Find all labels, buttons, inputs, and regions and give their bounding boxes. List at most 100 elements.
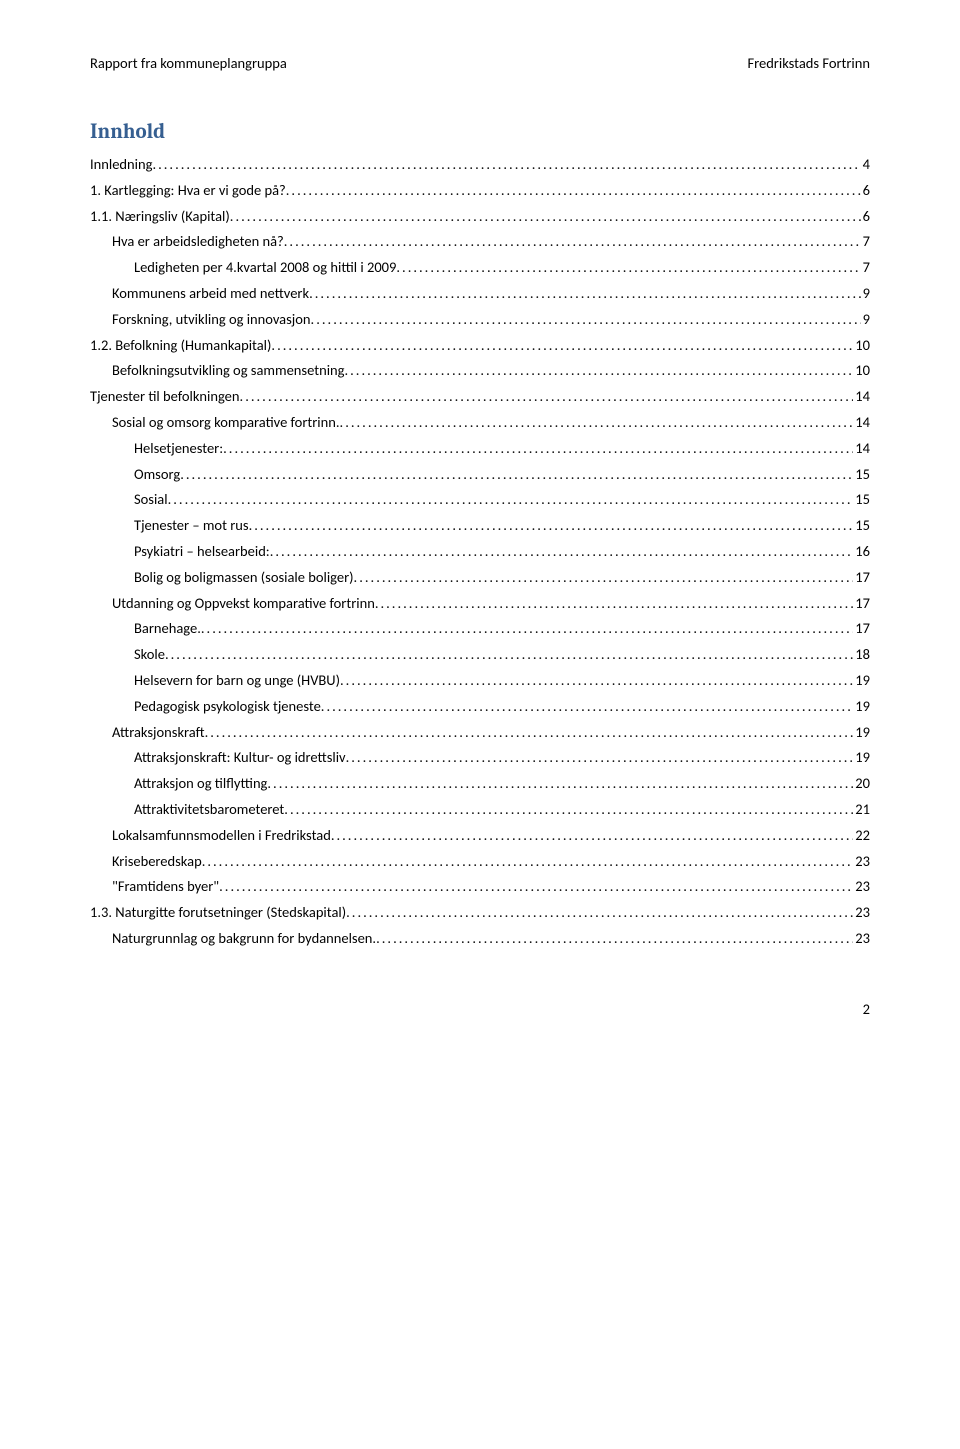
toc-entry-label: Barnehage. <box>134 616 201 642</box>
toc-leader-dots <box>331 823 853 849</box>
toc-entry-label: Utdanning og Oppvekst komparative fortri… <box>112 591 375 617</box>
toc-entry-page: 6 <box>861 204 870 230</box>
toc-entry-label: Ledigheten per 4.kvartal 2008 og hittil … <box>134 255 396 281</box>
toc-entry-page: 7 <box>861 229 870 255</box>
toc-leader-dots <box>168 487 854 513</box>
toc-entry-page: 17 <box>853 616 870 642</box>
toc-entry-page: 20 <box>853 771 870 797</box>
toc-entry-page: 17 <box>853 591 870 617</box>
toc-entry-page: 15 <box>853 513 870 539</box>
toc-entry-page: 14 <box>853 436 870 462</box>
toc-entry-label: "Framtidens byer" <box>112 874 219 900</box>
toc-entry: Pedagogisk psykologisk tjeneste 19 <box>90 694 870 720</box>
toc-leader-dots <box>309 281 861 307</box>
toc-entry-page: 4 <box>861 152 870 178</box>
toc-entry-label: Sosial og omsorg komparative fortrinn. <box>112 410 340 436</box>
toc-entry: Tjenester til befolkningen14 <box>90 384 870 410</box>
toc-leader-dots <box>346 745 854 771</box>
toc-leader-dots <box>271 333 853 359</box>
toc-title: Innhold <box>90 120 870 144</box>
toc-entry: Lokalsamfunnsmodellen i Fredrikstad 22 <box>90 823 870 849</box>
toc-entry-label: Psykiatri – helsearbeid: <box>134 539 270 565</box>
toc-entry: Utdanning og Oppvekst komparative fortri… <box>90 591 870 617</box>
toc-leader-dots <box>152 152 860 178</box>
toc-entry-label: Lokalsamfunnsmodellen i Fredrikstad <box>112 823 331 849</box>
toc-entry-label: 1.2. Befolkning (Humankapital) <box>90 333 271 359</box>
toc-entry-label: Omsorg <box>134 462 180 488</box>
toc-leader-dots <box>346 900 853 926</box>
toc-leader-dots <box>284 229 861 255</box>
toc-entry-page: 9 <box>861 307 870 333</box>
toc-leader-dots <box>180 462 853 488</box>
toc-entry-label: Attraksjonskraft: Kultur- og idrettsliv <box>134 745 346 771</box>
toc-leader-dots <box>340 668 853 694</box>
toc-leader-dots <box>205 720 854 746</box>
toc-leader-dots <box>240 384 854 410</box>
toc-entry-page: 10 <box>853 358 870 384</box>
toc-entry-label: Bolig og boligmassen (sosiale boliger) <box>134 565 354 591</box>
page-header: Rapport fra kommuneplangruppa Fredriksta… <box>90 54 870 72</box>
toc-entry: Hva er arbeidsledigheten nå?7 <box>90 229 870 255</box>
toc-entry-page: 19 <box>853 720 870 746</box>
toc-entry: 1.3. Naturgitte forutsetninger (Stedskap… <box>90 900 870 926</box>
toc-entry: Attraksjon og tilflytting20 <box>90 771 870 797</box>
toc-entry: Attraksjonskraft: Kultur- og idrettsliv 1… <box>90 745 870 771</box>
toc-leader-dots <box>311 307 861 333</box>
toc-entry: Naturgrunnlag og bakgrunn for bydannelse… <box>90 926 870 952</box>
toc-entry-label: Sosial <box>134 487 168 513</box>
toc-entry-label: Tjenester til befolkningen <box>90 384 240 410</box>
toc-leader-dots <box>286 178 861 204</box>
toc-entry: 1.1. Næringsliv (Kapital)6 <box>90 204 870 230</box>
toc-entry: Innledning 4 <box>90 152 870 178</box>
toc-entry-page: 7 <box>861 255 870 281</box>
toc-entry: Omsorg15 <box>90 462 870 488</box>
toc-entry-label: Kommunens arbeid med nettverk <box>112 281 309 307</box>
toc-leader-dots <box>375 591 853 617</box>
toc-entry: Sosial 15 <box>90 487 870 513</box>
toc-entry-label: Forskning, utvikling og innovasjon <box>112 307 311 333</box>
toc-entry: Sosial og omsorg komparative fortrinn.14 <box>90 410 870 436</box>
toc-leader-dots <box>219 874 853 900</box>
toc-entry-label: 1.3. Naturgitte forutsetninger (Stedskap… <box>90 900 346 926</box>
toc-entry-label: Befolkningsutvikling og sammensetning <box>112 358 344 384</box>
toc-entry: Psykiatri – helsearbeid:16 <box>90 539 870 565</box>
toc-leader-dots <box>267 771 853 797</box>
toc-leader-dots <box>396 255 860 281</box>
toc-entry-page: 23 <box>853 874 870 900</box>
toc-leader-dots <box>376 926 853 952</box>
toc-entry-page: 23 <box>853 926 870 952</box>
toc-entry: Befolkningsutvikling og sammensetning 10 <box>90 358 870 384</box>
toc-entry: 1.2. Befolkning (Humankapital) 10 <box>90 333 870 359</box>
toc-leader-dots <box>270 539 854 565</box>
toc-entry-label: Skole <box>134 642 165 668</box>
toc-entry-page: 15 <box>853 487 870 513</box>
toc-entry-page: 19 <box>853 668 870 694</box>
header-left: Rapport fra kommuneplangruppa <box>90 54 287 72</box>
toc-entry-label: Attraktivitetsbarometeret <box>134 797 284 823</box>
toc-entry-page: 18 <box>853 642 870 668</box>
toc-leader-dots <box>249 513 854 539</box>
toc-entry-label: Pedagogisk psykologisk tjeneste <box>134 694 321 720</box>
toc-entry-page: 19 <box>853 694 870 720</box>
toc-entry-page: 9 <box>861 281 870 307</box>
toc-entry-label: Innledning <box>90 152 152 178</box>
toc-entry-page: 17 <box>853 565 870 591</box>
toc-entry-label: Tjenester – mot rus <box>134 513 249 539</box>
toc-leader-dots <box>284 797 853 823</box>
toc-entry: 1. Kartlegging: Hva er vi gode på?6 <box>90 178 870 204</box>
toc-entry-page: 23 <box>853 849 870 875</box>
toc-entry: Kommunens arbeid med nettverk 9 <box>90 281 870 307</box>
toc-entry-label: Kriseberedskap <box>112 849 202 875</box>
toc-leader-dots <box>354 565 854 591</box>
toc-container: Innledning 41. Kartlegging: Hva er vi god… <box>90 152 870 952</box>
toc-entry: Attraktivitetsbarometeret21 <box>90 797 870 823</box>
toc-entry: Ledigheten per 4.kvartal 2008 og hittil … <box>90 255 870 281</box>
toc-leader-dots <box>321 694 854 720</box>
toc-entry: Bolig og boligmassen (sosiale boliger) 17 <box>90 565 870 591</box>
toc-entry-page: 19 <box>853 745 870 771</box>
toc-entry-page: 10 <box>853 333 870 359</box>
toc-entry-page: 22 <box>853 823 870 849</box>
toc-leader-dots <box>165 642 853 668</box>
toc-entry-page: 6 <box>861 178 870 204</box>
toc-entry: Kriseberedskap 23 <box>90 849 870 875</box>
